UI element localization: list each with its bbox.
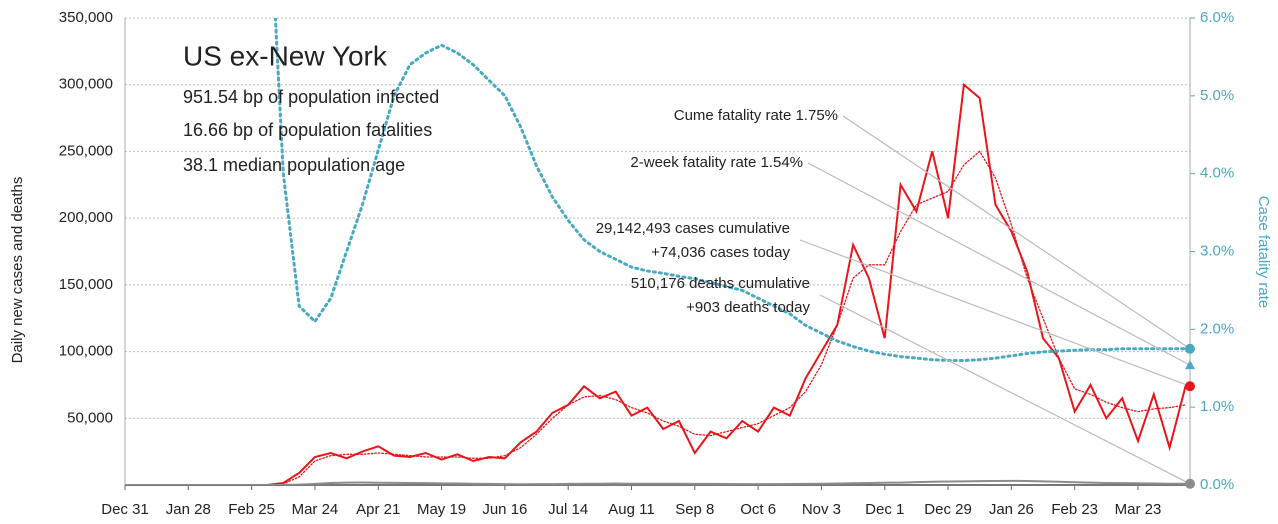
- x-tick-label: Feb 25: [228, 501, 275, 518]
- annotation-text: 29,142,493 cases cumulative: [596, 220, 790, 237]
- annotation-text: 510,176 deaths cumulative: [631, 275, 810, 292]
- x-tick-label: Mar 24: [292, 501, 339, 518]
- y2-tick-label: 4.0%: [1200, 165, 1234, 182]
- leader-line: [842, 115, 1191, 350]
- x-tick-label: Dec 1: [865, 501, 904, 518]
- y2-axis-label: Case fatality rate: [1255, 196, 1272, 309]
- plot-area: [125, 18, 1187, 485]
- y-tick-label: 150,000: [59, 276, 113, 293]
- x-tick-label: Aug 11: [608, 501, 654, 518]
- y-tick-label: 250,000: [59, 142, 113, 159]
- annotation-text: +74,036 cases today: [651, 244, 790, 261]
- y-tick-label: 100,000: [59, 343, 113, 360]
- x-tick-label: Nov 3: [802, 501, 841, 518]
- leader-line: [807, 162, 1191, 366]
- marker: [1185, 343, 1195, 354]
- x-tick-label: Feb 23: [1051, 501, 1098, 518]
- x-tick-label: Sep 8: [675, 501, 714, 518]
- leader-line: [799, 239, 1191, 387]
- y2-tick-label: 2.0%: [1200, 320, 1234, 337]
- stat: 951.54 bp of population infected: [183, 87, 439, 107]
- x-tick-label: Jun 16: [482, 501, 527, 518]
- y-tick-label: 300,000: [59, 76, 113, 93]
- x-tick-label: Apr 21: [356, 501, 400, 518]
- marker: [1185, 381, 1195, 392]
- x-tick-label: Dec 31: [101, 501, 149, 518]
- x-tick-label: Jan 26: [989, 501, 1034, 518]
- x-tick-label: May 19: [417, 501, 466, 518]
- y2-tick-label: 1.0%: [1200, 398, 1234, 415]
- y-tick-label: 200,000: [59, 209, 113, 226]
- y-axis-label: Daily new cases and deaths: [9, 177, 26, 364]
- y-tick-label: 50,000: [67, 409, 113, 426]
- x-tick-label: Jan 28: [166, 501, 211, 518]
- series-line: [125, 150, 1187, 485]
- series-line: [273, 18, 1187, 362]
- series-line: [125, 479, 1187, 485]
- y2-tick-label: 5.0%: [1200, 87, 1234, 104]
- annotation-text: +903 deaths today: [686, 299, 810, 316]
- stat: 16.66 bp of population fatalities: [183, 120, 432, 140]
- y2-tick-label: 0.0%: [1200, 476, 1234, 493]
- leader-line: [819, 294, 1191, 485]
- marker: [1185, 360, 1195, 370]
- x-tick-label: Oct 6: [740, 501, 776, 518]
- annotation-text: Cume fatality rate 1.75%: [674, 107, 838, 124]
- marker: [1185, 478, 1195, 489]
- x-tick-label: Jul 14: [548, 501, 588, 518]
- annotation-text: 2-week fatality rate 1.54%: [630, 154, 803, 171]
- x-tick-label: Mar 23: [1115, 501, 1162, 518]
- y2-tick-label: 6.0%: [1200, 9, 1234, 26]
- grid: [124, 17, 1195, 490]
- chart-title: US ex-New York: [183, 40, 388, 71]
- y-tick-label: 350,000: [59, 9, 113, 26]
- stat: 38.1 median population age: [183, 155, 405, 175]
- y2-tick-label: 3.0%: [1200, 242, 1234, 259]
- x-tick-label: Dec 29: [924, 501, 972, 518]
